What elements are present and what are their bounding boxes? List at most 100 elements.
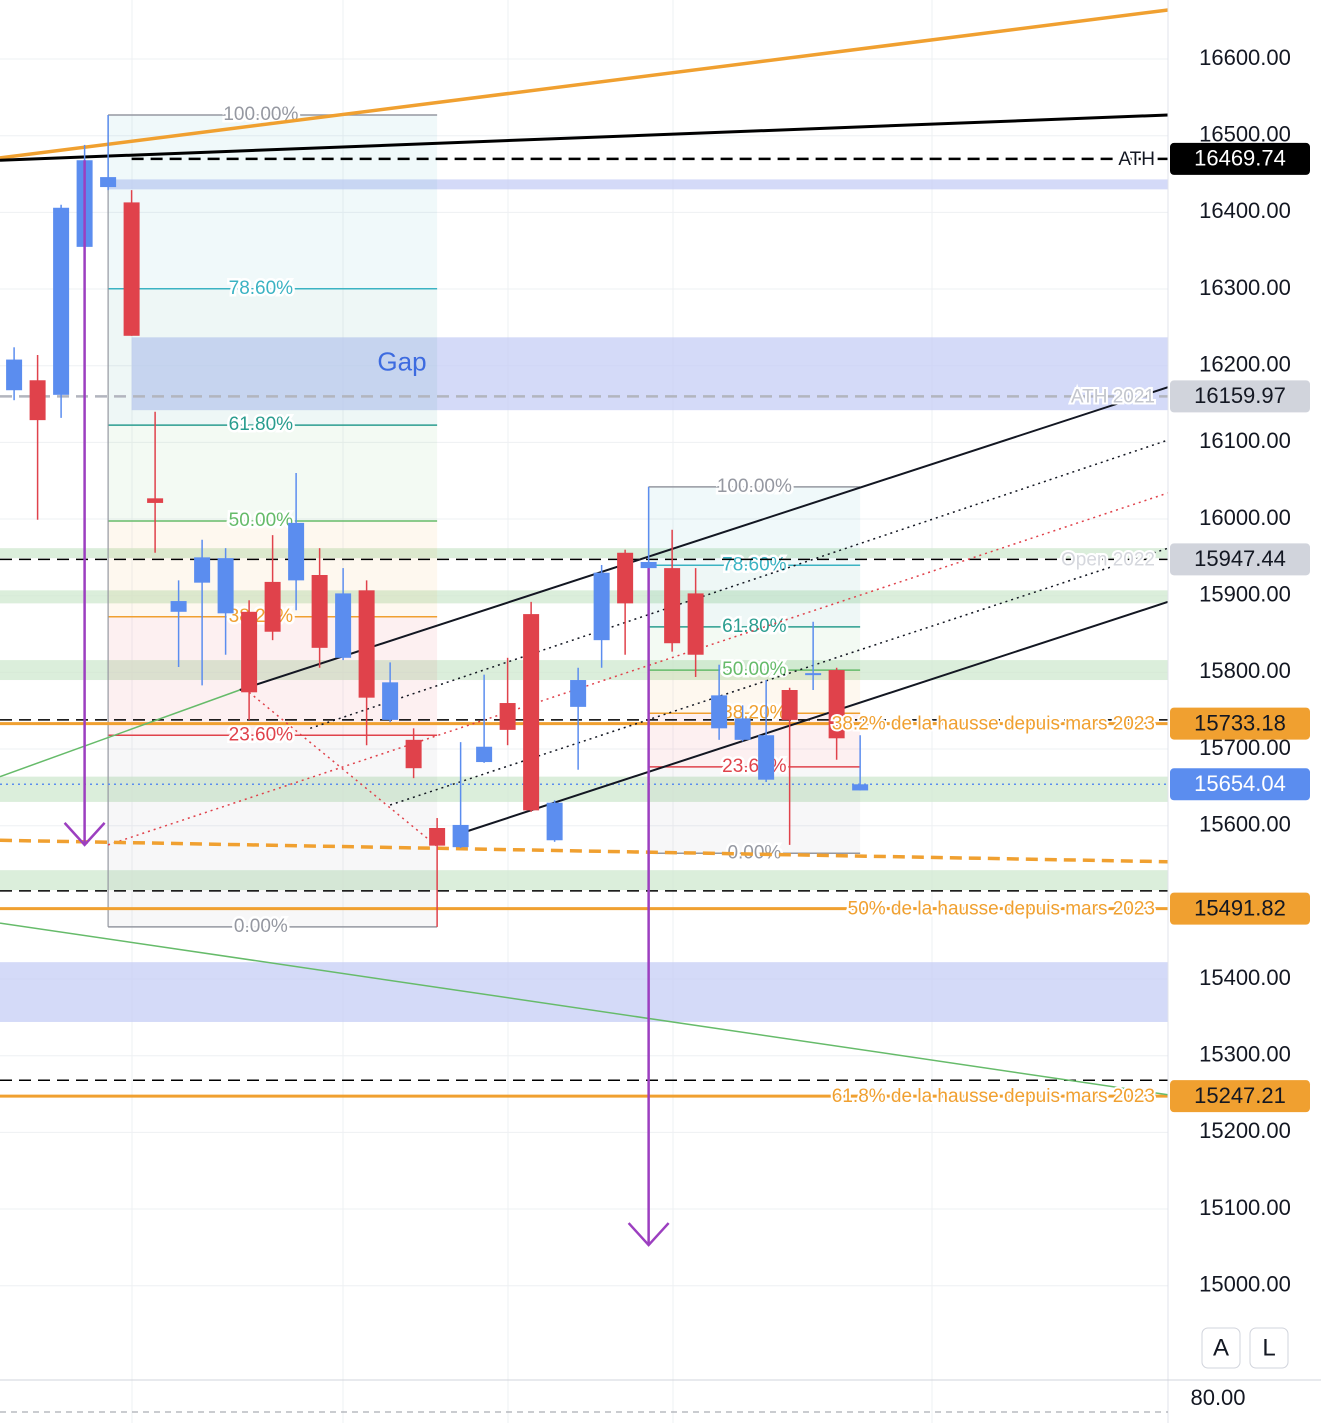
y-tick-label: 15600.00 <box>1199 812 1291 837</box>
candle-body <box>29 380 46 421</box>
candle-body <box>734 718 751 740</box>
candle-body <box>147 498 164 503</box>
candle-body <box>805 673 822 676</box>
candle-body <box>170 601 187 612</box>
candle-body <box>593 572 610 641</box>
trend-line <box>0 838 1169 864</box>
arrow-head <box>63 822 106 847</box>
y-tick-label: 16000.00 <box>1199 505 1291 530</box>
zone <box>0 870 1168 891</box>
candle-body <box>711 695 728 729</box>
fib-label: 0.00% <box>234 916 288 937</box>
fib-label: 0.00% <box>727 842 781 863</box>
candle-body <box>429 828 446 846</box>
fib-band <box>108 425 438 521</box>
y-tick-label: 15200.00 <box>1199 1118 1291 1143</box>
price-tag-label: 15247.21 <box>1194 1083 1286 1108</box>
candle-body <box>687 593 704 655</box>
trend-line <box>239 386 1169 691</box>
level-label: 61.8% de la hausse depuis mars 2023 <box>832 1086 1155 1107</box>
candle-body <box>758 735 775 780</box>
y-tick-label: 15100.00 <box>1199 1195 1291 1220</box>
button-log[interactable]: L <box>1249 1327 1289 1369</box>
candle-body <box>100 177 117 188</box>
price-tag <box>1170 768 1310 801</box>
candle-body <box>194 557 211 583</box>
candle-body <box>6 359 23 391</box>
fib-label: 23.60% <box>229 724 294 745</box>
price-tag <box>1170 707 1310 740</box>
price-tag <box>1170 380 1310 413</box>
price-tag-label: 15733.18 <box>1194 710 1286 735</box>
button-bg[interactable] <box>1249 1327 1289 1369</box>
fib-band <box>648 670 861 714</box>
level-label: Open 2022 <box>1061 549 1155 570</box>
candle-body <box>405 739 422 769</box>
candle-body <box>123 202 140 336</box>
zone <box>0 660 1168 681</box>
lower-pane-tick-label: 80.00 <box>1190 1385 1245 1410</box>
y-tick-label: 16500.00 <box>1199 122 1291 147</box>
y-tick-label: 15400.00 <box>1199 965 1291 990</box>
candle-body <box>546 802 563 841</box>
candle-body <box>640 561 657 569</box>
zone <box>0 962 1168 1022</box>
price-tag <box>1170 892 1310 925</box>
candle-body <box>311 575 328 648</box>
price-tag-label: 15947.44 <box>1194 546 1286 571</box>
candle-body <box>570 680 587 707</box>
price-tags: 16469.74 16159.97 15947.44 15733.18 15654.04… <box>1170 142 1310 1113</box>
candle-body <box>476 746 493 763</box>
trend-line <box>107 492 1169 846</box>
trend-line <box>0 8 1169 160</box>
y-tick-label: 16300.00 <box>1199 275 1291 300</box>
candle-body <box>664 568 681 644</box>
fib-band <box>648 565 861 627</box>
trend-line <box>0 922 1169 1096</box>
arrows <box>63 160 670 1247</box>
candle-body <box>358 590 375 698</box>
fib-band <box>648 766 861 854</box>
price-tag-label: 16159.97 <box>1194 383 1286 408</box>
trend-line <box>309 439 1169 730</box>
candle-body <box>53 207 70 395</box>
button-label[interactable]: A <box>1213 1334 1229 1361</box>
price-tag <box>1170 543 1310 576</box>
level-labels: Gap ATH ATH 2021 Open 2022 38.2% de la hauss… <box>377 147 1157 1109</box>
price-tag <box>1170 142 1310 175</box>
fib-label: 78.60% <box>229 278 294 299</box>
zone <box>108 179 1169 190</box>
fib-label: 38.20% <box>229 606 294 627</box>
y-tick-label: 16100.00 <box>1199 428 1291 453</box>
zones <box>0 179 1169 1022</box>
button-label[interactable]: L <box>1262 1334 1275 1361</box>
y-tick-label: 15000.00 <box>1199 1272 1291 1297</box>
trend-line <box>389 547 1169 806</box>
level-label: 38.2% de la hausse depuis mars 2023 <box>832 714 1155 735</box>
candles <box>6 115 869 927</box>
fib-label: 61.80% <box>229 414 294 435</box>
button-auto[interactable]: A <box>1201 1327 1241 1369</box>
price-tag-label: 15491.82 <box>1194 895 1286 920</box>
candle-body <box>617 552 634 604</box>
zone <box>0 548 1168 559</box>
fib-label: 50.00% <box>229 510 294 531</box>
trend-line <box>248 691 438 847</box>
zone <box>131 337 1169 411</box>
fib-label: 61.80% <box>722 616 787 637</box>
candle-body <box>452 824 469 848</box>
y-tick-label: 16400.00 <box>1199 198 1291 223</box>
fib-label: 23.60% <box>722 756 787 777</box>
candle-body <box>828 670 845 739</box>
button-bg[interactable] <box>1201 1327 1241 1369</box>
fib-band <box>108 115 438 289</box>
price-tag-label: 15654.04 <box>1194 771 1286 796</box>
zone <box>0 590 1168 604</box>
candle-body <box>499 703 516 730</box>
y-tick-label: 16600.00 <box>1199 45 1291 70</box>
fib-label: 100.00% <box>717 476 792 497</box>
y-tick-label: 16200.00 <box>1199 352 1291 377</box>
fib-band <box>648 626 861 671</box>
